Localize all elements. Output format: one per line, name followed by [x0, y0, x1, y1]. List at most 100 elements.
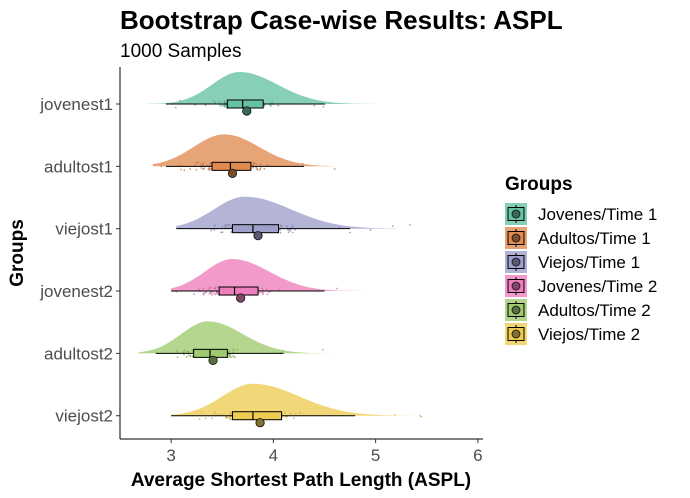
raw-point: [232, 354, 235, 357]
raw-point: [420, 415, 423, 418]
raw-point: [202, 168, 204, 171]
raw-point: [408, 224, 411, 226]
raw-point: [290, 412, 292, 415]
legend-item: Adultos/Time 2: [505, 299, 651, 321]
raw-point: [198, 288, 200, 291]
legend-key-point: [511, 281, 521, 291]
raw-point: [282, 350, 285, 352]
raw-point: [200, 411, 203, 413]
raw-point: [179, 99, 182, 102]
y-tick-label-adultost1: adultost1: [44, 157, 113, 176]
raw-point: [234, 356, 237, 358]
legend-label: Viejos/Time 1: [538, 253, 640, 272]
raw-point: [252, 166, 255, 169]
mean-point-adultost2: [208, 355, 218, 365]
raw-point: [228, 350, 231, 352]
raw-point: [207, 288, 210, 291]
raw-point: [209, 286, 212, 289]
raw-point: [217, 286, 220, 289]
raw-point: [258, 169, 261, 171]
legend-key-point: [511, 209, 521, 219]
legend-label: Viejos/Time 2: [538, 325, 640, 344]
raw-point: [336, 287, 338, 290]
legend-label: Jovenes/Time 2: [538, 277, 657, 296]
raw-point: [193, 293, 196, 296]
raw-point: [369, 229, 372, 232]
raw-point: [212, 292, 215, 294]
mean-point-jovenest1: [242, 106, 252, 116]
legend-item: Adultos/Time 1: [505, 227, 651, 249]
raw-point: [189, 355, 192, 358]
x-tick-label-6: 6: [473, 446, 482, 465]
legend-label: Jovenes/Time 1: [538, 205, 657, 224]
raw-point: [286, 415, 289, 418]
legend: Jovenes/Time 1 Adultos/Time 1 Viejos/Time …: [505, 203, 657, 345]
raw-point: [176, 351, 179, 353]
raw-point: [288, 228, 290, 231]
raw-point: [230, 231, 233, 233]
y-tick-label-adultost2: adultost2: [44, 344, 113, 363]
mean-point-adultost1: [227, 168, 238, 178]
raw-point: [202, 294, 205, 296]
raw-point: [213, 412, 216, 415]
raw-point: [204, 104, 207, 107]
raw-point: [391, 225, 394, 228]
raw-point: [265, 288, 268, 291]
raw-point: [210, 292, 213, 295]
raw-point: [211, 294, 214, 296]
raw-point: [208, 166, 211, 169]
x-tick-label-5: 5: [371, 446, 380, 465]
iqr-box-viejost2: [231, 411, 283, 421]
raw-point: [224, 224, 227, 227]
raw-point: [174, 106, 177, 109]
plot-area: [138, 72, 423, 428]
raw-point: [218, 100, 221, 103]
raw-point: [285, 415, 287, 418]
legend-key-point: [511, 257, 521, 267]
raw-point: [180, 168, 183, 171]
raw-point: [294, 228, 296, 231]
raw-point: [291, 224, 294, 227]
raw-point: [294, 412, 297, 415]
raw-point: [256, 168, 259, 171]
raw-point: [333, 168, 336, 170]
legend-item: Viejos/Time 2: [505, 323, 640, 345]
raw-point: [160, 165, 163, 168]
raw-point: [198, 418, 201, 421]
raw-point: [280, 225, 282, 228]
raw-point: [259, 163, 262, 166]
raw-point: [232, 351, 234, 354]
legend-item: Viejos/Time 1: [505, 251, 640, 273]
raw-point: [183, 349, 186, 352]
x-tick-label-4: 4: [269, 446, 278, 465]
raw-point: [260, 291, 263, 294]
raw-point: [195, 161, 197, 164]
legend-item: Jovenes/Time 1: [505, 203, 657, 225]
raw-point: [284, 411, 286, 414]
raw-point: [187, 350, 190, 353]
iqr-box-jovenest2: [218, 286, 259, 296]
raw-point: [255, 163, 257, 165]
raw-point: [279, 229, 281, 231]
raw-point: [224, 104, 226, 107]
y-axis-title: Groups: [7, 219, 28, 287]
raw-point: [209, 163, 212, 165]
chart-title: Bootstrap Case-wise Results: ASPL: [120, 5, 563, 35]
raw-point: [214, 411, 217, 414]
raw-point: [313, 104, 316, 107]
density-cloud-viejost1: [176, 196, 397, 229]
raw-point: [261, 293, 264, 296]
raw-point: [258, 292, 260, 294]
raw-point: [216, 291, 219, 294]
raw-point: [261, 287, 264, 290]
density-cloud-viejost2: [171, 383, 417, 416]
y-tick-label-jovenest1: jovenest1: [39, 95, 113, 114]
raw-point: [213, 287, 216, 290]
raw-point: [229, 356, 232, 358]
raw-point: [213, 100, 215, 103]
raw-point: [191, 349, 194, 351]
raw-point: [213, 224, 216, 227]
raw-point: [219, 105, 222, 107]
raw-point: [279, 231, 282, 234]
